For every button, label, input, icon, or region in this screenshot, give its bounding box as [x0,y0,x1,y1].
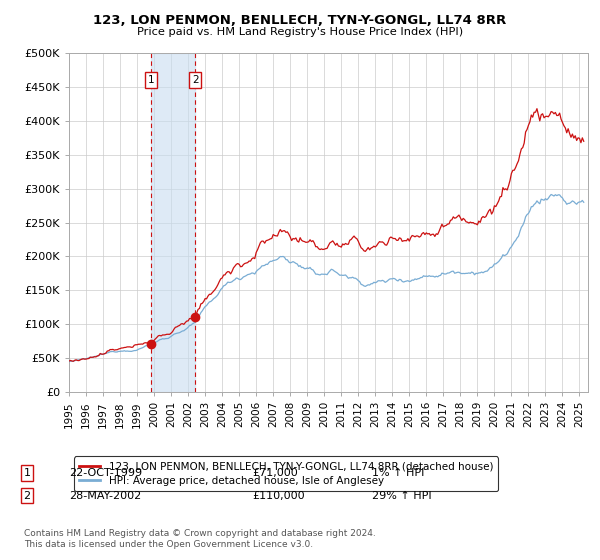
Text: 1: 1 [23,468,31,478]
Text: Price paid vs. HM Land Registry's House Price Index (HPI): Price paid vs. HM Land Registry's House … [137,27,463,38]
Bar [151,53,195,392]
Text: £71,000: £71,000 [252,468,298,478]
Text: Contains HM Land Registry data © Crown copyright and database right 2024.
This d: Contains HM Land Registry data © Crown c… [24,529,376,549]
Text: 22-OCT-1999: 22-OCT-1999 [69,468,142,478]
Legend: 123, LON PENMON, BENLLECH, TYN-Y-GONGL, LL74 8RR (detached house), HPI: Average : 123, LON PENMON, BENLLECH, TYN-Y-GONGL, … [74,456,498,491]
Text: £110,000: £110,000 [252,491,305,501]
Text: 2: 2 [192,75,199,85]
Text: 1% ↑ HPI: 1% ↑ HPI [372,468,424,478]
Text: 1: 1 [148,75,154,85]
Text: 28-MAY-2002: 28-MAY-2002 [69,491,141,501]
Text: 123, LON PENMON, BENLLECH, TYN-Y-GONGL, LL74 8RR: 123, LON PENMON, BENLLECH, TYN-Y-GONGL, … [94,14,506,27]
Text: 29% ↑ HPI: 29% ↑ HPI [372,491,431,501]
Text: 2: 2 [23,491,31,501]
